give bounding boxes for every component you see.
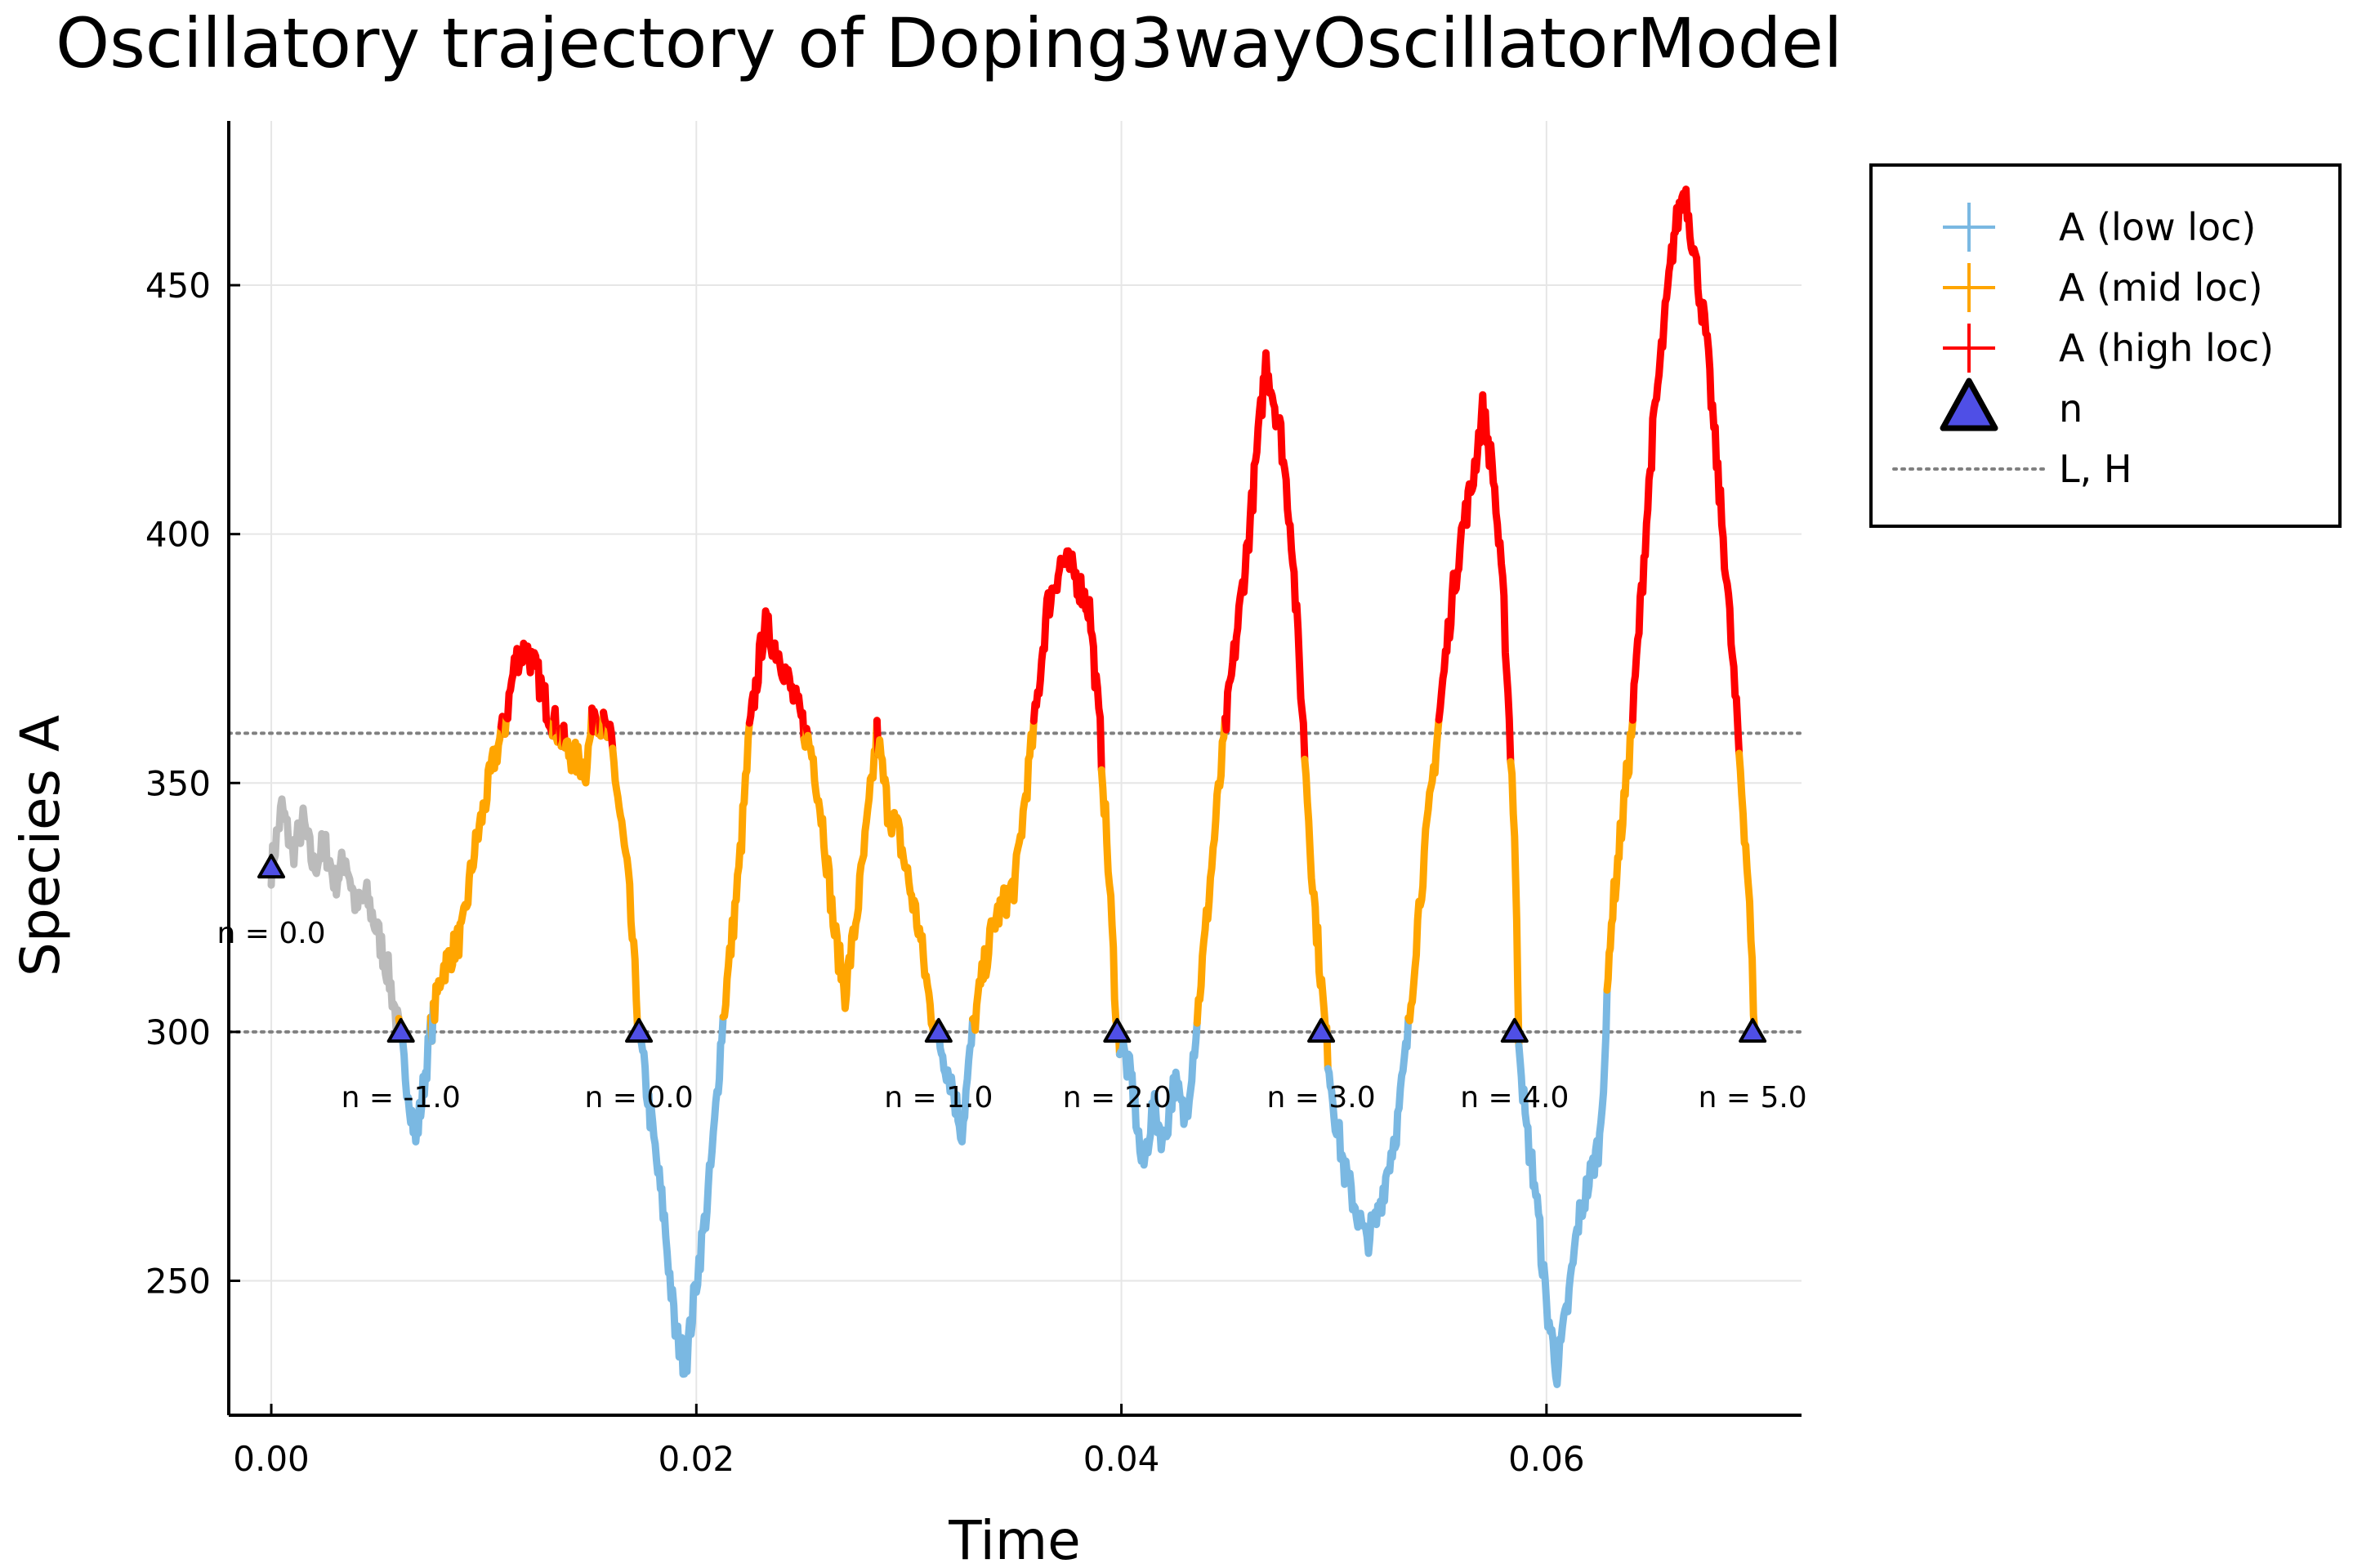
series-high-segment	[605, 721, 617, 753]
event-label: n = 4.0	[1460, 1081, 1569, 1115]
event-marker	[386, 1017, 415, 1043]
threshold-lines	[227, 731, 1803, 1034]
event-marker	[1739, 1017, 1767, 1043]
event-label: n = 0.0	[584, 1081, 693, 1115]
y-tick-label: 400	[145, 515, 211, 555]
event-marker	[924, 1017, 953, 1043]
x-tick-label: 0.06	[1508, 1439, 1585, 1479]
series-mid-segment	[609, 744, 643, 1042]
series-high-segment	[745, 607, 808, 743]
series-initial-segment	[267, 795, 403, 1034]
series-mid-segment	[1735, 749, 1759, 1036]
series-mid-segment	[1193, 714, 1229, 1027]
y-tick-label: 300	[145, 1012, 211, 1052]
event-marker	[1500, 1017, 1529, 1043]
series-mid-segment	[874, 736, 938, 1039]
event-marker	[1307, 1017, 1336, 1043]
axes	[227, 121, 1802, 1417]
series-mid-segment	[719, 719, 753, 1021]
series-mid-segment	[1097, 766, 1123, 1059]
event-label: n = 0.0	[217, 917, 325, 950]
series-high-segment	[1221, 349, 1309, 763]
y-tick-label: 250	[145, 1262, 211, 1302]
event-marker	[625, 1017, 654, 1043]
chart-title: Oscillatory trajectory of Doping3wayOsci…	[56, 3, 1842, 83]
legend-label: A (mid loc)	[2059, 266, 2263, 310]
legend-item: A (mid loc)	[1943, 263, 2263, 312]
event-markers	[257, 853, 1767, 1043]
series-high-segment	[1029, 547, 1105, 774]
event-label: n = 2.0	[1063, 1081, 1172, 1115]
event-label: n = -1.0	[342, 1081, 461, 1115]
event-marker	[1103, 1017, 1132, 1043]
x-axis-label: Time	[948, 1509, 1081, 1568]
legend-triangle	[1940, 377, 1998, 431]
series-high-segment	[502, 639, 556, 740]
event-label: n = 1.0	[884, 1081, 993, 1115]
legend-label: A (low loc)	[2059, 205, 2256, 249]
series-mid-segment	[429, 723, 505, 1025]
series-low-segment	[1115, 1019, 1201, 1169]
series-low-segment	[935, 1015, 976, 1146]
series-mid-segment	[1603, 716, 1636, 994]
legend-box	[1869, 163, 2342, 528]
series-low-segment	[397, 1013, 435, 1146]
tick-labels: 0.00 0.02 0.04 0.06 250 300 350 400 450	[145, 266, 1585, 1479]
series-mid-segment	[804, 717, 881, 1012]
y-axis-label: Species A	[9, 715, 72, 976]
y-tick-label: 350	[145, 763, 211, 803]
series-high-segment	[550, 704, 560, 742]
x-tick-label: 0.02	[659, 1439, 735, 1479]
legend-label: L, H	[2059, 447, 2132, 491]
series-mid-segment	[1404, 716, 1443, 1025]
series-high-segment	[1435, 391, 1515, 766]
legend-item: A (low loc)	[1943, 203, 2256, 252]
series-mid-segment	[1507, 757, 1523, 1049]
event-marker	[257, 853, 286, 879]
event-label: n = 3.0	[1267, 1081, 1376, 1115]
x-tick-label: 0.04	[1083, 1439, 1160, 1479]
legend-item: L, H	[1892, 447, 2132, 491]
series-low-segment	[1515, 986, 1611, 1388]
legend-item: A (high loc)	[1943, 324, 2274, 373]
y-tick-label: 450	[145, 266, 211, 306]
legend-item: n	[1940, 377, 2083, 431]
legend-label: n	[2059, 386, 2083, 431]
series-mid-segment	[1301, 755, 1332, 1073]
legend-label: A (high loc)	[2059, 326, 2274, 370]
series-mid-segment	[561, 704, 596, 787]
series-mid-segment	[969, 717, 1038, 1034]
x-tick-label: 0.00	[233, 1439, 310, 1479]
series-low-segment	[1324, 1014, 1413, 1258]
data-series	[267, 185, 1759, 1388]
legend: A (low loc) A (mid loc) A (high loc) n L, H	[1869, 163, 2342, 528]
series-low-segment	[637, 1012, 727, 1378]
grid-lines	[229, 121, 1802, 1415]
event-annotations: n = 0.0 n = -1.0 n = 0.0 n = 1.0 n = 2.0 n = …	[217, 917, 1806, 1115]
event-label: n = 5.0	[1699, 1081, 1807, 1115]
series-high-segment	[1628, 185, 1744, 757]
